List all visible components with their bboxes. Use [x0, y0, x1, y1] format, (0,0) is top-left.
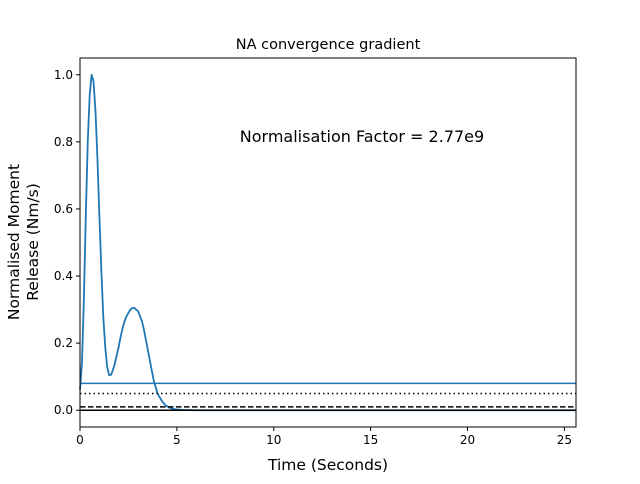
x-tick-label: 5	[173, 433, 181, 447]
y-tick-label: 0.8	[54, 135, 73, 149]
chart-title: NA convergence gradient	[236, 37, 421, 53]
x-axis-ticks: 0 5 10 15 20 25	[76, 427, 572, 447]
moment-release-curve	[79, 73, 576, 412]
y-tick-label: 0.4	[54, 269, 73, 283]
y-axis-label-line-2: Release (Nm/s)	[24, 183, 42, 301]
y-tick-label: 1.0	[54, 68, 73, 82]
plot-area	[79, 73, 576, 412]
x-tick-label: 15	[363, 433, 378, 447]
normalisation-annotation: Normalisation Factor = 2.77e9	[240, 127, 484, 146]
x-tick-label: 10	[266, 433, 281, 447]
y-tick-label: 0.6	[54, 202, 73, 216]
y-tick-label: 0.2	[54, 336, 73, 350]
y-tick-label: 0.0	[54, 403, 73, 417]
x-axis-label: Time (Seconds)	[267, 456, 388, 474]
x-tick-label: 0	[76, 433, 84, 447]
plot-frame	[79, 57, 577, 428]
y-axis-ticks: 0.0 0.2 0.4 0.6 0.8 1.0	[54, 68, 80, 417]
x-tick-label: 25	[557, 433, 572, 447]
y-axis-label-line-1: Normalised Moment	[5, 164, 23, 320]
x-tick-label: 20	[460, 433, 475, 447]
